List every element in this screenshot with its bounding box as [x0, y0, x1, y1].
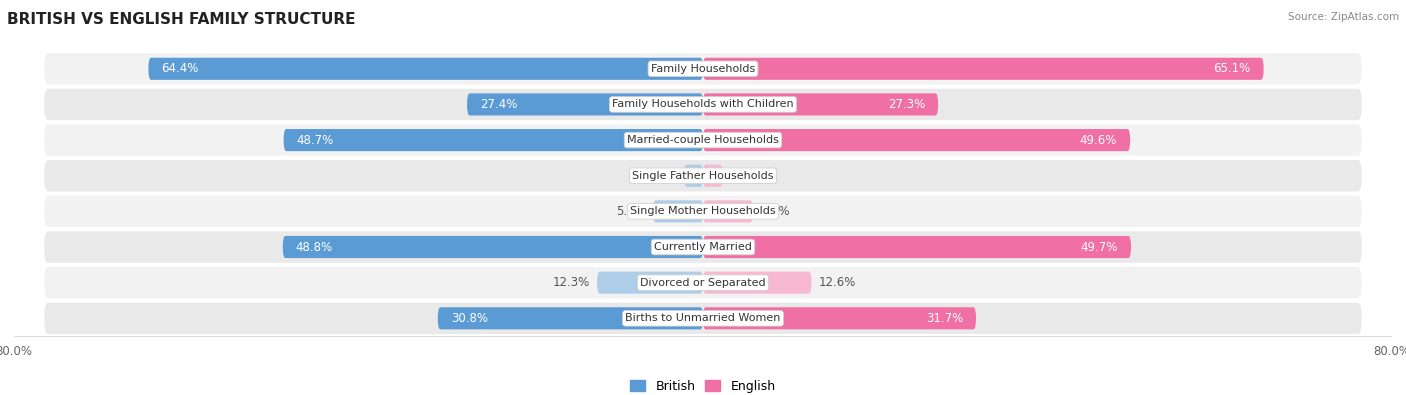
Legend: British, English: British, English — [626, 375, 780, 395]
Text: 48.7%: 48.7% — [297, 134, 333, 147]
Text: 64.4%: 64.4% — [162, 62, 198, 75]
Text: 5.8%: 5.8% — [759, 205, 789, 218]
Text: Source: ZipAtlas.com: Source: ZipAtlas.com — [1288, 12, 1399, 22]
Text: 31.7%: 31.7% — [925, 312, 963, 325]
Text: 2.2%: 2.2% — [647, 169, 678, 182]
Text: Family Households with Children: Family Households with Children — [612, 100, 794, 109]
FancyBboxPatch shape — [149, 58, 703, 80]
FancyBboxPatch shape — [703, 307, 976, 329]
FancyBboxPatch shape — [703, 165, 723, 187]
Text: 5.8%: 5.8% — [617, 205, 647, 218]
Text: 27.4%: 27.4% — [479, 98, 517, 111]
FancyBboxPatch shape — [284, 129, 703, 151]
FancyBboxPatch shape — [703, 58, 1264, 80]
FancyBboxPatch shape — [44, 53, 1362, 85]
FancyBboxPatch shape — [44, 231, 1362, 263]
Text: Single Mother Households: Single Mother Households — [630, 206, 776, 216]
FancyBboxPatch shape — [703, 272, 811, 294]
Text: Currently Married: Currently Married — [654, 242, 752, 252]
FancyBboxPatch shape — [703, 129, 1130, 151]
Text: Single Father Households: Single Father Households — [633, 171, 773, 181]
FancyBboxPatch shape — [44, 267, 1362, 298]
FancyBboxPatch shape — [703, 200, 754, 222]
Text: Divorced or Separated: Divorced or Separated — [640, 278, 766, 288]
Text: Births to Unmarried Women: Births to Unmarried Women — [626, 313, 780, 324]
FancyBboxPatch shape — [703, 236, 1130, 258]
Text: 30.8%: 30.8% — [451, 312, 488, 325]
Text: 12.6%: 12.6% — [818, 276, 856, 289]
Text: BRITISH VS ENGLISH FAMILY STRUCTURE: BRITISH VS ENGLISH FAMILY STRUCTURE — [7, 12, 356, 27]
FancyBboxPatch shape — [283, 236, 703, 258]
FancyBboxPatch shape — [685, 165, 703, 187]
Text: 65.1%: 65.1% — [1213, 62, 1251, 75]
Text: 48.8%: 48.8% — [295, 241, 333, 254]
FancyBboxPatch shape — [467, 93, 703, 115]
FancyBboxPatch shape — [598, 272, 703, 294]
Text: 27.3%: 27.3% — [889, 98, 925, 111]
Text: 49.6%: 49.6% — [1080, 134, 1118, 147]
FancyBboxPatch shape — [437, 307, 703, 329]
Text: 12.3%: 12.3% — [553, 276, 591, 289]
FancyBboxPatch shape — [703, 93, 938, 115]
Text: Married-couple Households: Married-couple Households — [627, 135, 779, 145]
FancyBboxPatch shape — [44, 303, 1362, 334]
FancyBboxPatch shape — [652, 200, 703, 222]
Text: 49.7%: 49.7% — [1081, 241, 1118, 254]
FancyBboxPatch shape — [44, 160, 1362, 192]
FancyBboxPatch shape — [44, 196, 1362, 227]
Text: Family Households: Family Households — [651, 64, 755, 74]
FancyBboxPatch shape — [44, 124, 1362, 156]
Text: 2.3%: 2.3% — [730, 169, 759, 182]
FancyBboxPatch shape — [44, 89, 1362, 120]
